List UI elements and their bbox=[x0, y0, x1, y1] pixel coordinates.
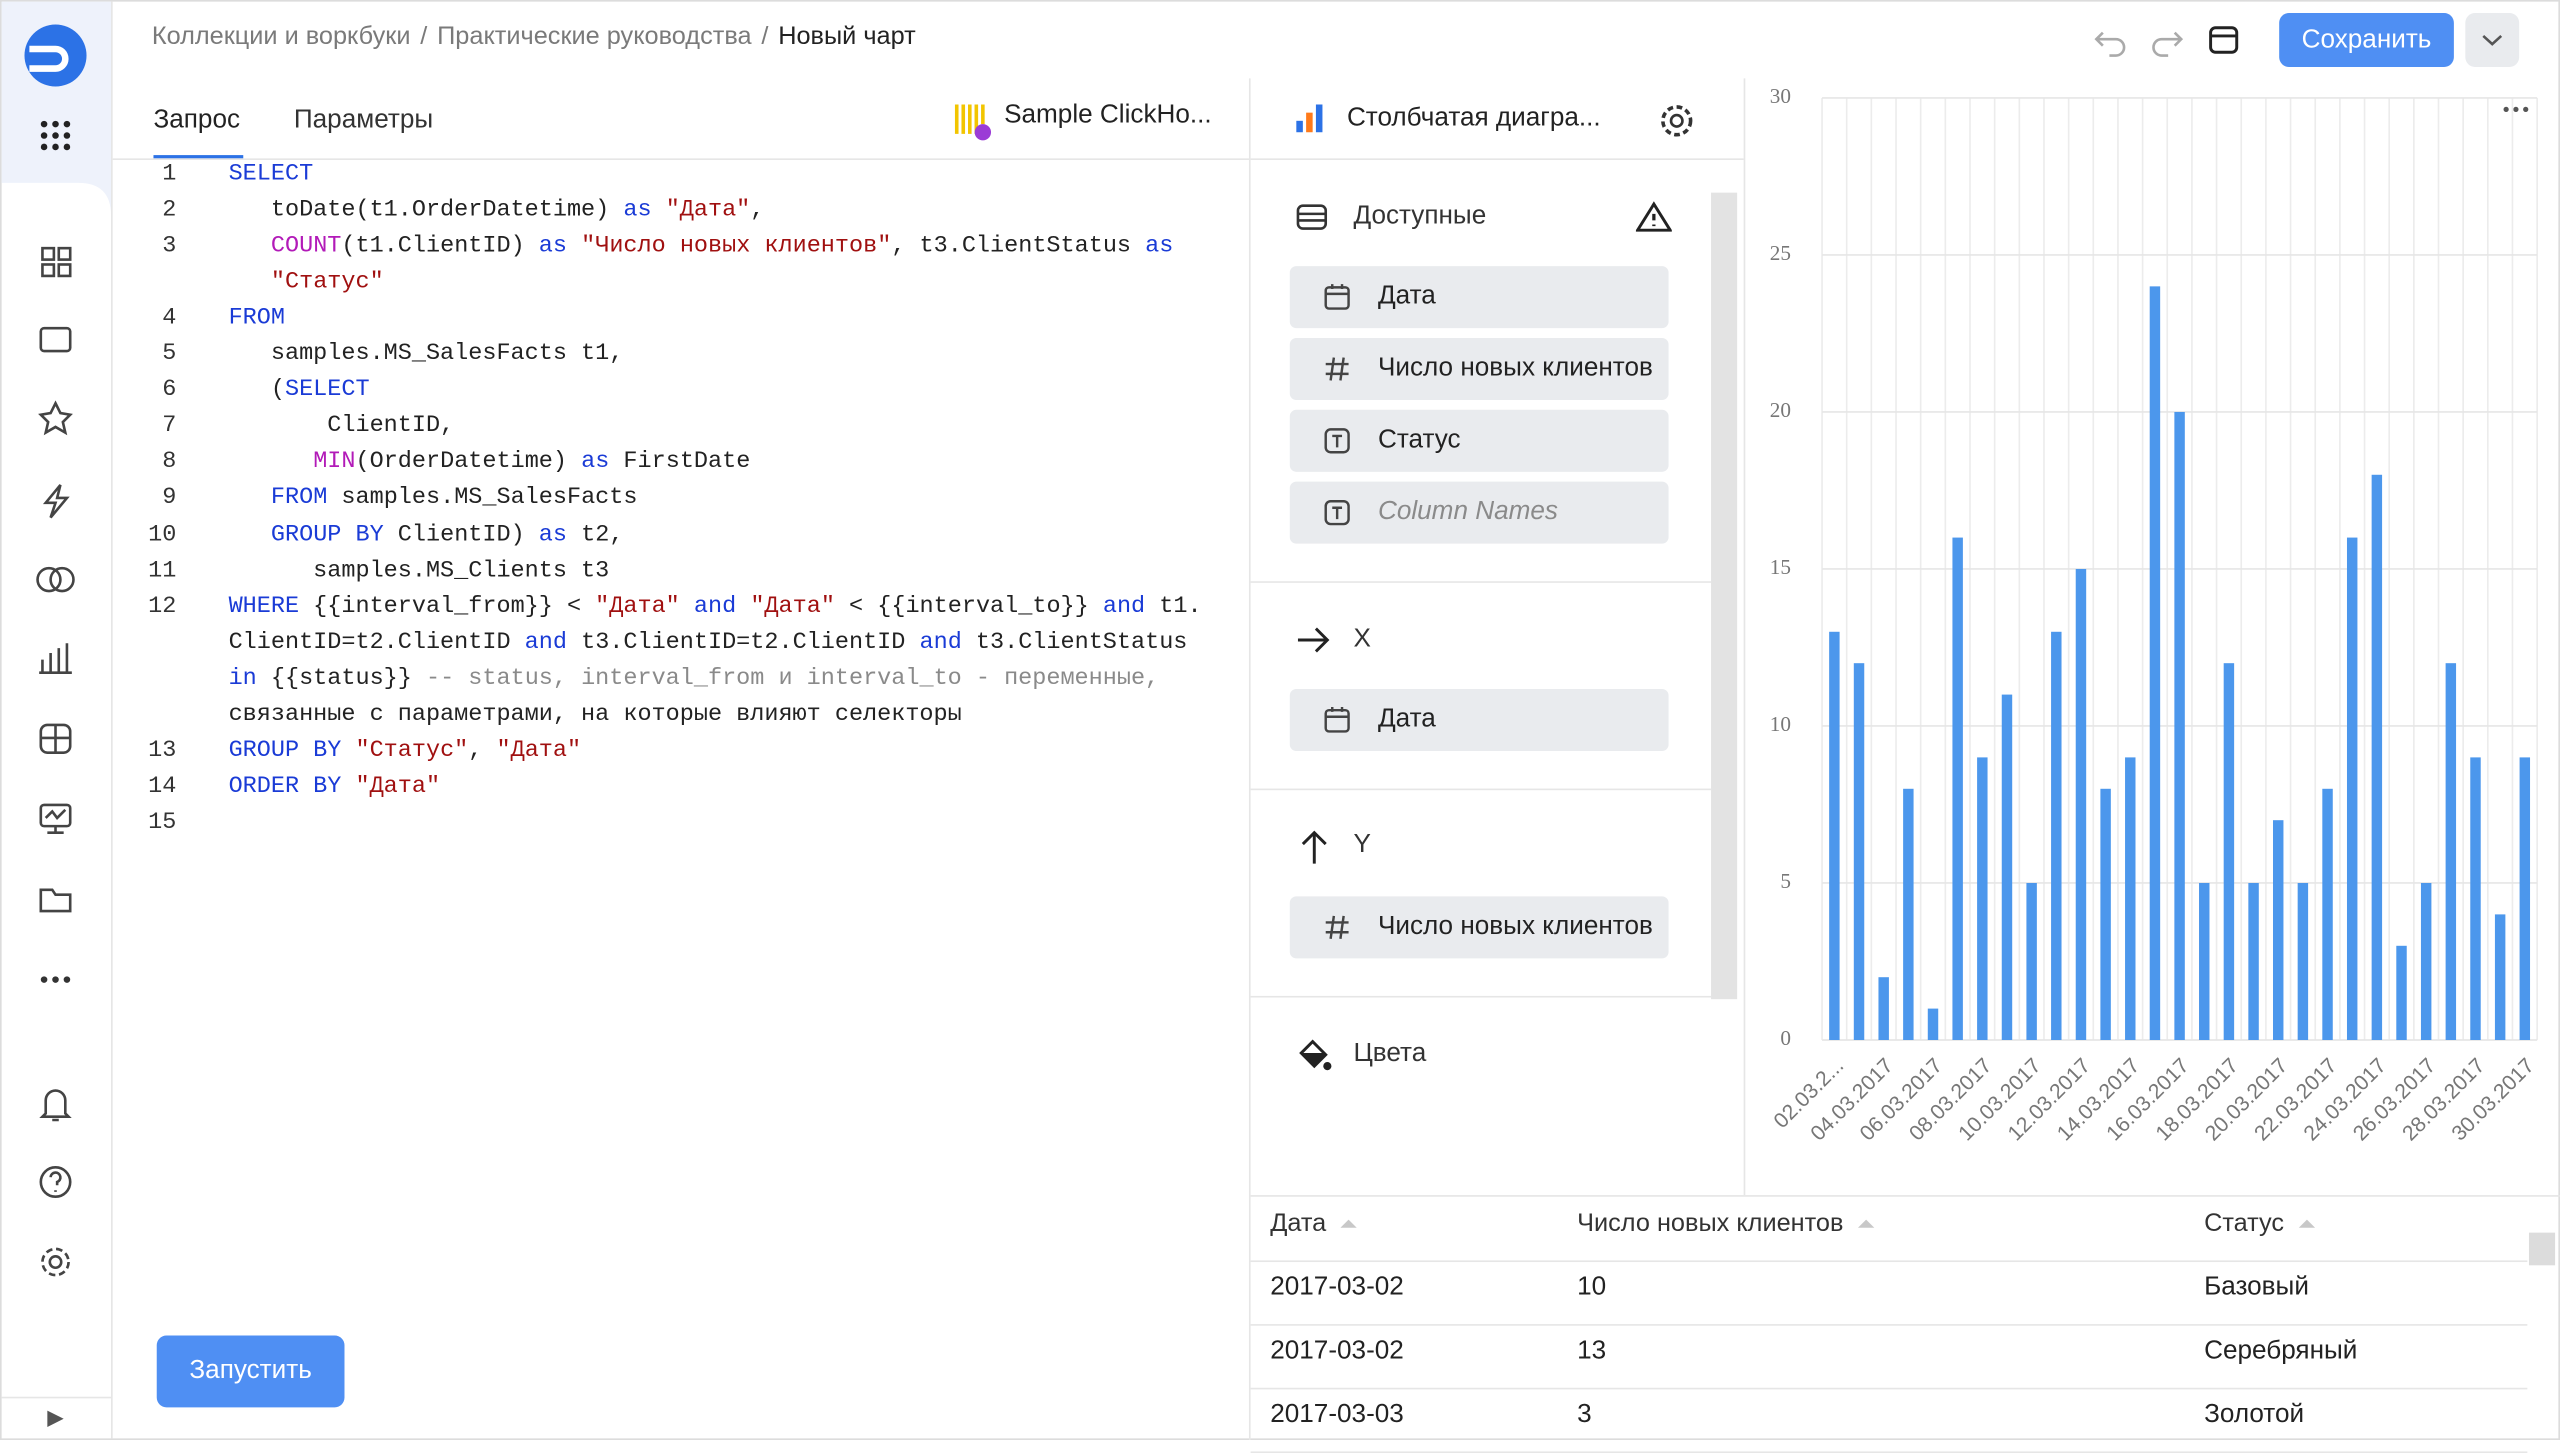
sort-icon[interactable] bbox=[2297, 1216, 2317, 1232]
y-tick-label: 10 bbox=[1770, 712, 1791, 736]
divider bbox=[1251, 1260, 2528, 1262]
table-cell: 13 bbox=[1577, 1337, 1606, 1366]
table-cell: Золотой bbox=[2204, 1401, 2304, 1430]
field-label: Дата bbox=[1378, 282, 1436, 311]
bar bbox=[2076, 569, 2086, 1040]
bar bbox=[2421, 883, 2431, 1040]
field-chip[interactable]: Дата bbox=[1290, 689, 1669, 751]
field-chip[interactable]: Число новых клиентов bbox=[1290, 338, 1669, 400]
table-cell: 2017-03-03 bbox=[1270, 1401, 1404, 1430]
field-label: Статус bbox=[1378, 426, 1461, 455]
field-chip[interactable]: Число новых клиентов bbox=[1290, 896, 1669, 958]
bar bbox=[2224, 663, 2234, 1040]
y-tick-label: 0 bbox=[1780, 1026, 1791, 1050]
bar bbox=[2347, 538, 2357, 1040]
bar bbox=[2125, 757, 2135, 1040]
bar bbox=[2273, 820, 2283, 1040]
field-icon bbox=[1322, 354, 1351, 383]
bar bbox=[2002, 695, 2012, 1040]
bar bbox=[2520, 757, 2530, 1040]
table-cell: 2017-03-02 bbox=[1270, 1273, 1404, 1302]
table-cell: 2017-03-02 bbox=[1270, 1337, 1404, 1366]
sort-icon[interactable] bbox=[1339, 1216, 1359, 1232]
y-tick-label: 5 bbox=[1780, 869, 1791, 893]
table-scrollbar[interactable] bbox=[2529, 1233, 2555, 1266]
field-icon bbox=[1322, 282, 1351, 311]
field-label: Число новых клиентов bbox=[1378, 354, 1653, 383]
bar bbox=[1977, 757, 1987, 1040]
table-cell: Серебряный bbox=[2204, 1337, 2357, 1366]
bar bbox=[2248, 883, 2258, 1040]
sort-icon[interactable] bbox=[1857, 1216, 1877, 1232]
bar bbox=[2174, 412, 2184, 1040]
field-icon bbox=[1322, 913, 1351, 942]
field-chip[interactable]: Column Names bbox=[1290, 482, 1669, 544]
run-button[interactable]: Запустить bbox=[157, 1336, 345, 1408]
divider bbox=[1251, 1324, 2528, 1326]
field-icon bbox=[1322, 705, 1351, 734]
bar bbox=[2051, 632, 2061, 1040]
table-cell: Базовый bbox=[2204, 1273, 2309, 1302]
bar bbox=[1829, 632, 1839, 1040]
settings[interactable] bbox=[42, 1249, 68, 1275]
collapse-button[interactable] bbox=[47, 1411, 63, 1427]
bar bbox=[2199, 883, 2209, 1040]
table-header[interactable]: Дата bbox=[1270, 1210, 1326, 1239]
bar bbox=[2446, 663, 2456, 1040]
field-label: Число новых клиентов bbox=[1378, 913, 1653, 942]
bar bbox=[2100, 789, 2110, 1040]
divider bbox=[1251, 1195, 2560, 1197]
divider bbox=[1251, 1388, 2528, 1390]
bar bbox=[2396, 946, 2406, 1040]
bar bbox=[2495, 914, 2505, 1040]
bar bbox=[1928, 1009, 1938, 1040]
bar bbox=[2026, 883, 2036, 1040]
y-tick-label: 30 bbox=[1770, 84, 1791, 108]
y-tick-label: 15 bbox=[1770, 555, 1791, 579]
field-label: Дата bbox=[1378, 705, 1436, 734]
table-header[interactable]: Число новых клиентов bbox=[1577, 1210, 1843, 1239]
y-tick-label: 25 bbox=[1770, 241, 1791, 265]
bar bbox=[2372, 475, 2382, 1040]
y-tick-label: 20 bbox=[1770, 398, 1791, 422]
field-icon bbox=[1322, 498, 1351, 527]
bar bbox=[2470, 757, 2480, 1040]
chart: 05101520253002.03.2...04.03.201706.03.20… bbox=[0, 0, 2560, 1208]
bar bbox=[1854, 663, 1864, 1040]
field-icon bbox=[1322, 426, 1351, 455]
bar bbox=[1878, 977, 1888, 1040]
chart-menu[interactable] bbox=[2504, 107, 2529, 112]
bar bbox=[2322, 789, 2332, 1040]
field-chip[interactable]: Дата bbox=[1290, 266, 1669, 328]
bar bbox=[2150, 286, 2160, 1040]
field-label: Column Names bbox=[1378, 498, 1558, 527]
table-header[interactable]: Статус bbox=[2204, 1210, 2284, 1239]
table-cell: 10 bbox=[1577, 1273, 1606, 1302]
bar bbox=[1952, 538, 1962, 1040]
field-chip[interactable]: Статус bbox=[1290, 410, 1669, 472]
bar bbox=[2298, 883, 2308, 1040]
table-cell: 3 bbox=[1577, 1401, 1592, 1430]
bar bbox=[1903, 789, 1913, 1040]
